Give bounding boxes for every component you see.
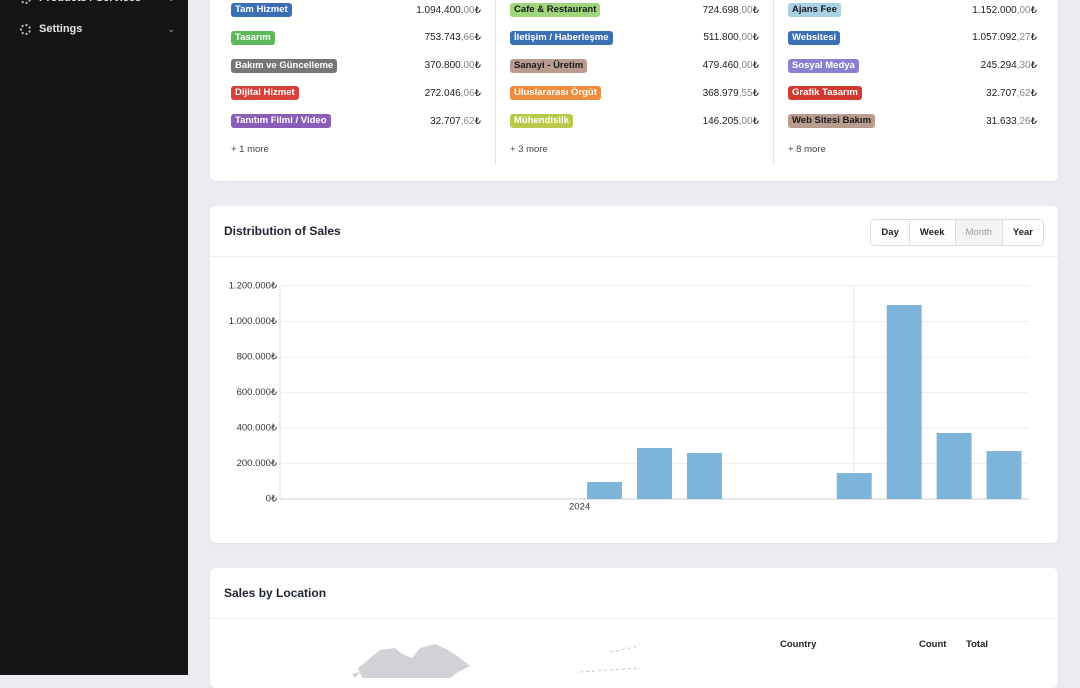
summary-row: Bakım ve Güncelleme 370.800,00₺ [231, 58, 481, 74]
summary-row: Websitesi 1.057.092,27₺ [788, 30, 1037, 46]
category-tag: İletişim / Haberleşme [510, 30, 613, 45]
amount: 1.057.092,27₺ [972, 32, 1037, 44]
amount: 32.707,62₺ [430, 115, 481, 127]
map-line [579, 667, 641, 673]
summary-row: Sosyal Medya 245.294,30₺ [788, 58, 1037, 74]
category-tag: Tanıtım Filmi / Video [231, 114, 331, 129]
location-card: Sales by Location Country Count Total [210, 568, 1058, 688]
summary-row: Web Sitesi Bakım 31.633,26₺ [788, 113, 1037, 129]
amount: 31.633,26₺ [986, 115, 1037, 127]
category-tag: Grafik Tasarım [788, 86, 862, 101]
nav-icon [20, 23, 31, 35]
amount: 146.205,00₺ [702, 115, 759, 127]
summary-row: Tanıtım Filmi / Video 32.707,62₺ [231, 113, 481, 129]
category-tag: Tasarım [231, 30, 275, 45]
card-title: Distribution of Sales [224, 224, 341, 238]
nav-item[interactable]: Products / Services⌄ [20, 0, 175, 4]
chevron: ⌄ [167, 23, 175, 34]
divider [210, 618, 1058, 619]
summary-row: Ajans Fee 1.152.000,00₺ [788, 2, 1037, 18]
amount: 370.800,00₺ [424, 60, 481, 72]
map-line [609, 645, 641, 653]
distribution-card: Distribution of Sales Day Week Month Year [210, 206, 1058, 543]
summary-row: Tasarım 753.743,66₺ [231, 30, 481, 46]
amount: 32.707,62₺ [986, 87, 1037, 99]
range-button[interactable]: Week [908, 220, 955, 245]
amount: 753.743,66₺ [424, 32, 481, 44]
column-header: Total [966, 639, 988, 650]
summary-row: Sanayi - Üretim 479.460,00₺ [510, 58, 759, 74]
sidebar: Products / Services⌄Settings⌄ [0, 0, 188, 675]
category-tag: Sanayi - Üretim [510, 58, 588, 73]
column-separator [495, 0, 496, 165]
summary-card: Tam Hizmet 1.094.400,00₺ Tasarım 753.743,66… [210, 0, 1058, 181]
nav-label: Products / Services [39, 0, 167, 4]
map-shape [352, 672, 360, 678]
divider [210, 256, 1058, 257]
category-tag: Web Sitesi Bakım [788, 114, 876, 129]
map [352, 644, 641, 678]
nav-label: Settings [39, 23, 83, 35]
chevron: ⌄ [167, 0, 175, 4]
amount: 245.294,30₺ [980, 60, 1037, 72]
more-link[interactable]: + 8 more [788, 144, 826, 155]
summary-row: Mühendislik 146.205,00₺ [510, 113, 759, 129]
card-title: Sales by Location [224, 586, 327, 600]
map-shape [358, 644, 470, 678]
more-link[interactable]: + 3 more [510, 144, 548, 155]
amount: 1.094.400,00₺ [416, 4, 481, 16]
amount: 511.800,00₺ [703, 32, 759, 44]
range-button[interactable]: Year [1001, 220, 1043, 245]
category-tag: Cafe & Restaurant [510, 3, 601, 17]
column-separator [773, 0, 774, 165]
nav-icon [20, 0, 31, 4]
summary-row: Dijital Hizmet 272.046,06₺ [231, 85, 481, 101]
summary-row: Cafe & Restaurant 724.698,00₺ [510, 2, 759, 18]
category-tag: Dijital Hizmet [231, 86, 299, 101]
summary-row: Uluslararası Örgüt 368.979,55₺ [510, 85, 759, 101]
nav-item[interactable]: Settings ⌄ [20, 23, 175, 35]
category-tag: Ajans Fee [788, 3, 841, 17]
summary-row: Tam Hizmet 1.094.400,00₺ [231, 2, 481, 18]
amount: 272.046,06₺ [424, 87, 481, 99]
column-header: Country [780, 639, 817, 650]
summary-row: Grafik Tasarım 32.707,62₺ [788, 85, 1037, 101]
more-link[interactable]: + 1 more [231, 144, 269, 155]
category-tag: Sosyal Medya [788, 58, 859, 73]
amount: 1.152.000,00₺ [972, 4, 1037, 16]
category-tag: Uluslararası Örgüt [510, 86, 601, 101]
amount: 479.460,00₺ [702, 60, 759, 72]
amount: 368.979,55₺ [702, 87, 759, 99]
range-button[interactable]: Month [954, 220, 1002, 245]
category-tag: Bakım ve Güncelleme [231, 58, 338, 73]
amount: 724.698,00₺ [702, 4, 759, 16]
range-buttons: Day Week Month Year [870, 219, 1044, 246]
category-tag: Websitesi [788, 30, 841, 45]
category-tag: Mühendislik [510, 114, 573, 129]
range-button[interactable]: Day [871, 220, 909, 245]
column-header: Count [919, 639, 947, 650]
category-tag: Tam Hizmet [231, 3, 292, 17]
summary-row: İletişim / Haberleşme 511.800,00₺ [510, 30, 759, 46]
